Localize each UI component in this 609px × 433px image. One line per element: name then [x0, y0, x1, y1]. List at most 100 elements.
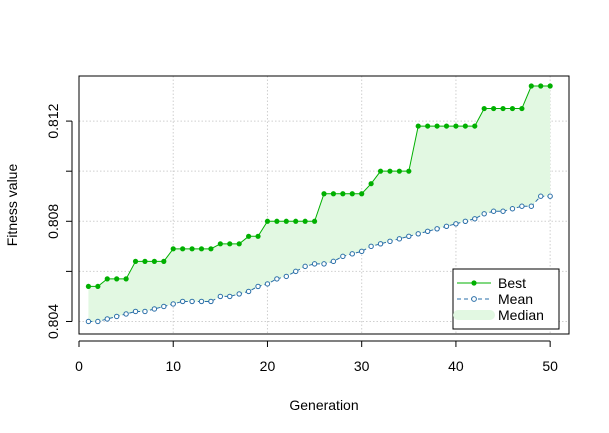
x-tick-label: 50: [542, 358, 558, 374]
mean-point: [321, 261, 327, 267]
mean-point: [490, 208, 497, 214]
mean-point: [170, 301, 176, 307]
best-point: [387, 168, 393, 174]
best-point: [104, 276, 110, 282]
mean-point: [434, 226, 440, 232]
mean-point: [264, 281, 271, 287]
best-point: [377, 168, 384, 174]
best-point: [151, 258, 157, 264]
x-tick-label: 20: [260, 358, 276, 374]
mean-point: [500, 208, 506, 214]
legend-best-label: Best: [498, 275, 526, 291]
mean-point: [245, 288, 252, 295]
mean-series: [85, 193, 553, 325]
mean-point: [95, 318, 101, 325]
best-point: [425, 123, 431, 129]
best-point: [246, 233, 252, 239]
best-point: [509, 105, 516, 112]
best-point: [434, 123, 440, 129]
best-point: [198, 246, 205, 252]
mean-point: [406, 233, 412, 240]
mean-point: [274, 276, 280, 282]
best-point: [321, 191, 327, 197]
best-point: [208, 246, 214, 252]
y-tick-label: 0.812: [45, 103, 61, 138]
mean-point: [330, 258, 337, 265]
best-point: [443, 123, 450, 129]
best-point: [264, 218, 271, 224]
mean-point: [528, 203, 535, 209]
mean-point: [481, 211, 487, 217]
mean-point: [472, 216, 478, 222]
median-area: [88, 86, 551, 322]
legend-mean-label: Mean: [498, 291, 533, 307]
x-axis-label: Generation: [289, 397, 358, 413]
best-point: [415, 123, 421, 129]
best-point: [538, 83, 544, 89]
best-point: [547, 83, 553, 89]
best-point: [189, 246, 195, 252]
median-band: [88, 86, 551, 322]
mean-point: [443, 223, 450, 229]
best-point: [491, 105, 497, 112]
x-tick-label: 0: [75, 358, 83, 374]
mean-point: [283, 273, 290, 280]
legend-box: [452, 268, 560, 330]
mean-point: [340, 253, 346, 260]
mean-point: [453, 221, 459, 227]
mean-point: [302, 263, 308, 270]
mean-point: [519, 203, 525, 209]
best-point: [311, 218, 318, 224]
best-point: [255, 233, 261, 239]
best-point: [481, 105, 487, 112]
legend-median-label: Median: [498, 307, 544, 323]
best-point: [519, 105, 525, 112]
best-point: [170, 246, 176, 252]
best-point: [406, 168, 412, 174]
best-point: [236, 241, 242, 247]
best-point: [302, 218, 308, 224]
mean-point: [509, 206, 516, 212]
mean-point: [396, 236, 403, 242]
mean-point: [113, 313, 120, 320]
mean-point: [151, 306, 158, 312]
best-point: [283, 218, 289, 224]
mean-point: [547, 193, 553, 199]
best-point: [85, 283, 92, 290]
mean-point: [293, 268, 299, 275]
best-point: [161, 258, 167, 264]
y-tick-label: 0.808: [45, 204, 61, 239]
mean-point: [227, 293, 233, 300]
mean-point: [179, 298, 186, 305]
best-point: [114, 276, 120, 282]
mean-point: [217, 293, 224, 300]
best-point: [340, 191, 346, 197]
legend-best-marker: [471, 280, 477, 286]
mean-point: [424, 228, 431, 235]
mean-point: [377, 241, 384, 247]
best-point: [500, 105, 506, 112]
best-point: [274, 218, 280, 224]
best-point: [217, 241, 223, 247]
y-axis: 0.804 0.808 0.812: [45, 103, 73, 339]
best-point: [132, 258, 139, 264]
best-point: [123, 276, 129, 282]
mean-point: [236, 291, 242, 297]
best-series: [85, 83, 553, 290]
y-axis-label: Fitness value: [4, 164, 20, 247]
x-axis: 0 10 20 30 40 50: [75, 340, 558, 374]
best-point: [359, 191, 365, 197]
mean-point: [311, 261, 318, 267]
mean-point: [132, 308, 139, 315]
x-tick-label: 30: [354, 358, 370, 374]
mean-point: [462, 218, 469, 224]
plot-frame: [78, 75, 570, 335]
best-point: [472, 123, 478, 129]
mean-point: [161, 303, 167, 310]
best-point: [180, 246, 186, 252]
legend-mean-marker: [471, 296, 477, 302]
x-tick-label: 10: [165, 358, 181, 374]
best-point: [462, 123, 468, 129]
mean-point: [415, 231, 421, 237]
